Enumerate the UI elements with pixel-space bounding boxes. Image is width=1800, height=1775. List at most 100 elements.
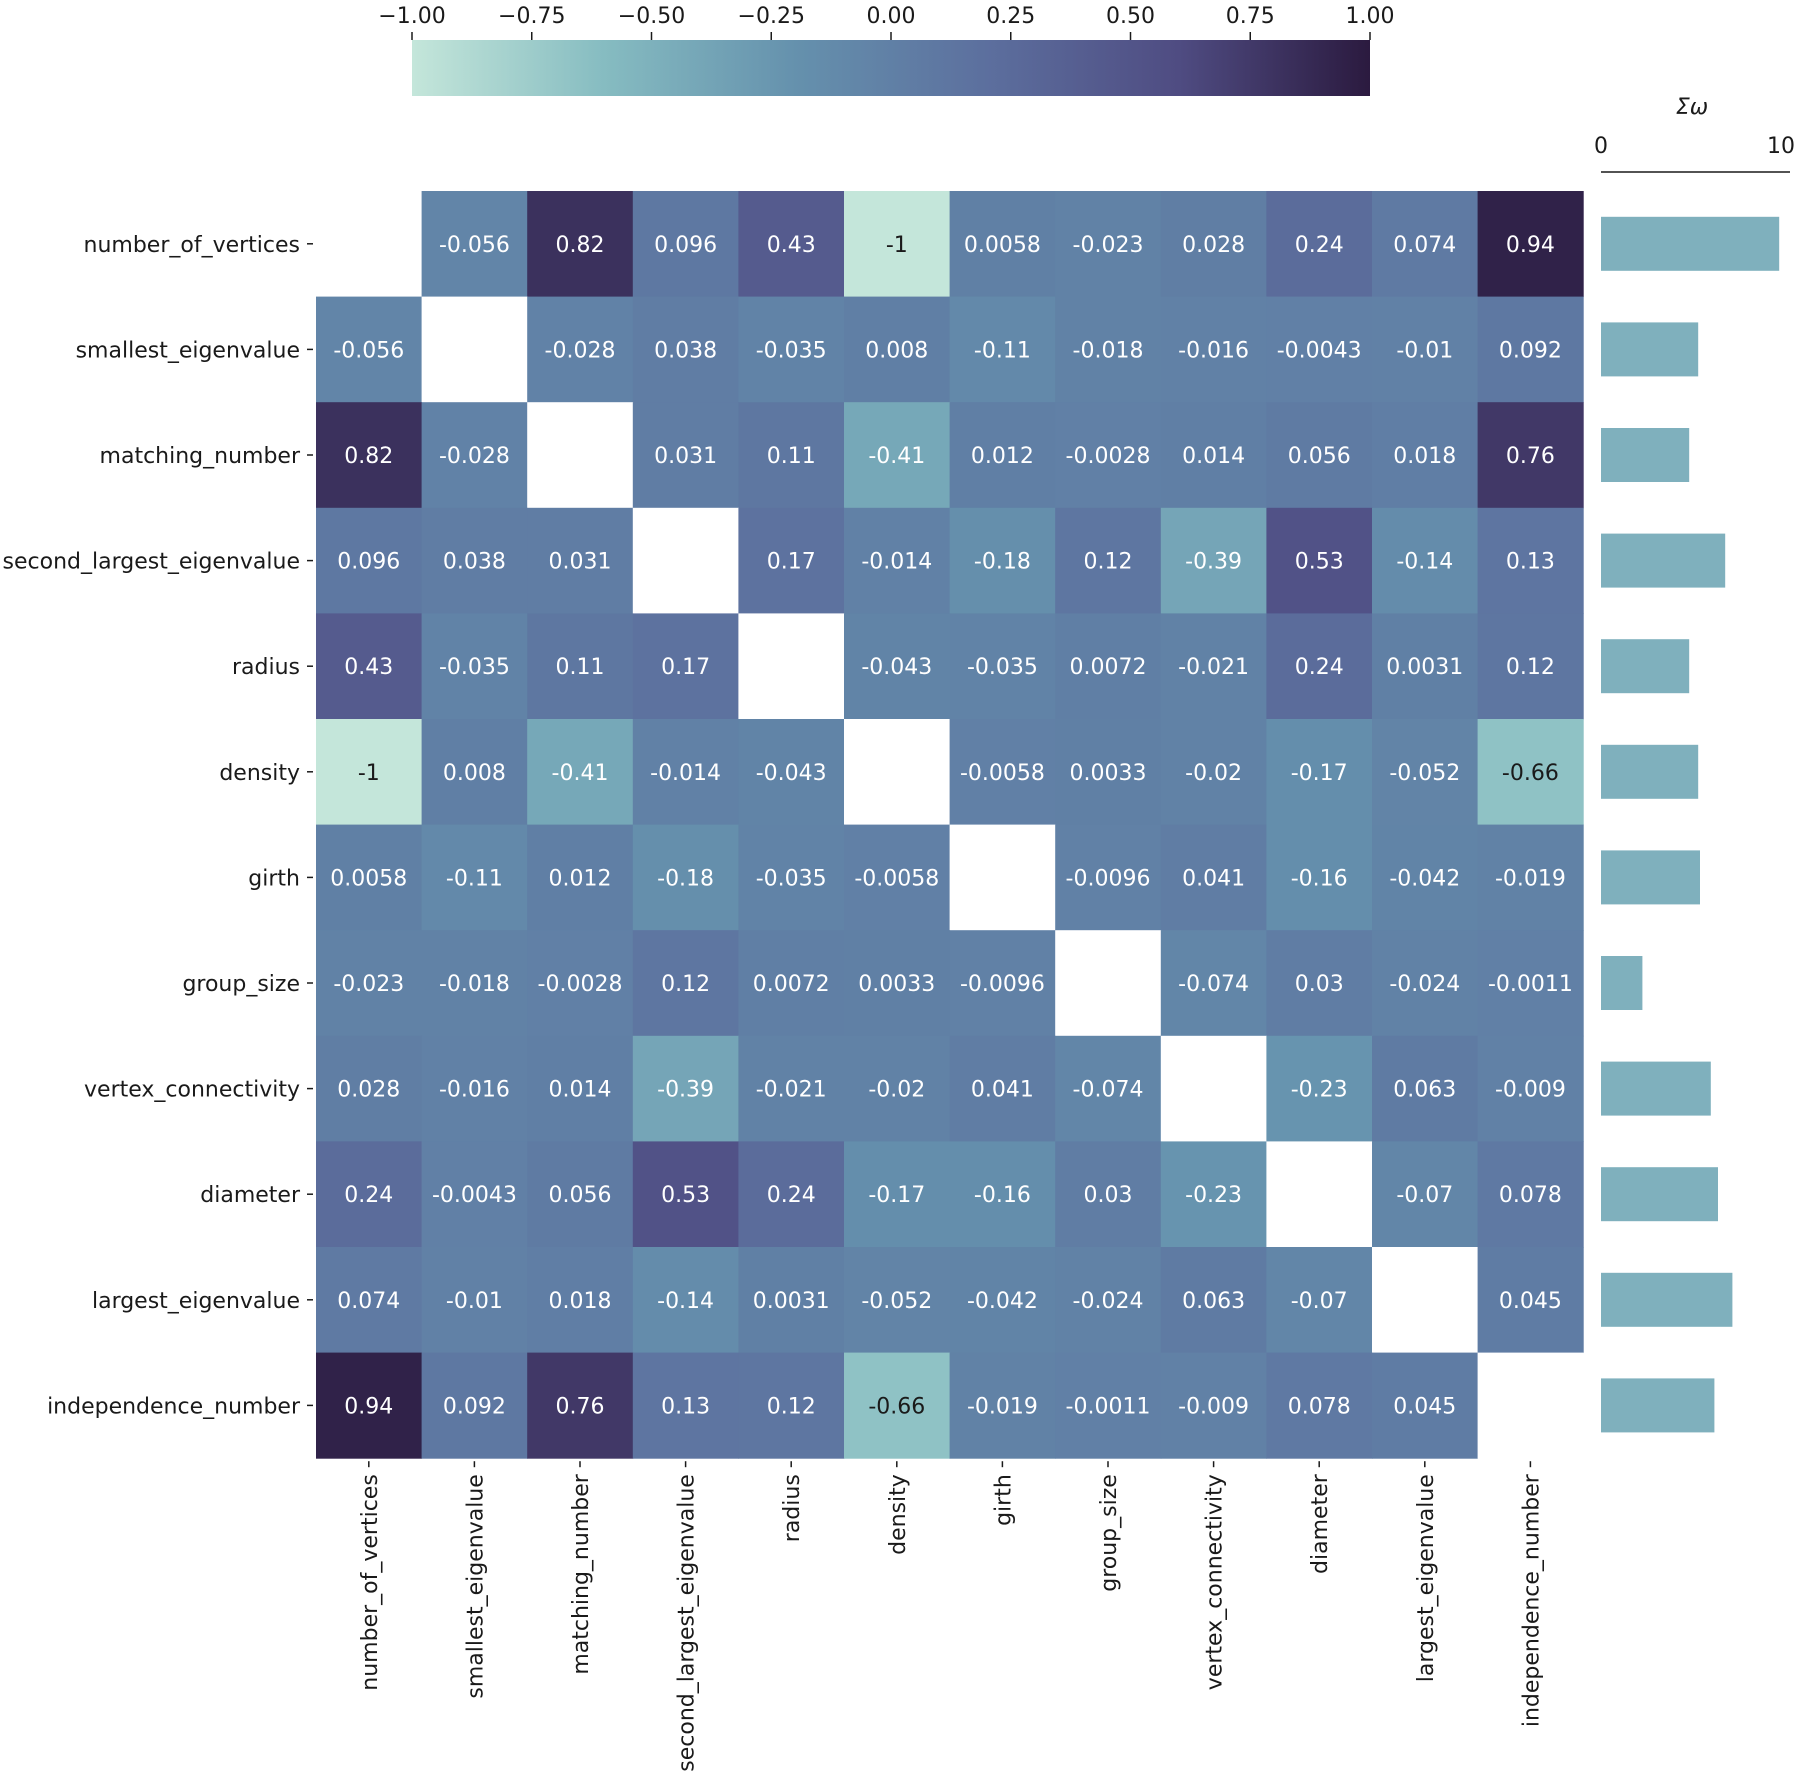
x-axis-labels: number_of_vertices smallest_eigenvalue mat… bbox=[358, 1461, 1544, 1772]
heatmap-cell-value: 0.43 bbox=[344, 655, 393, 680]
heatmap-cell-value: 0.11 bbox=[556, 655, 605, 680]
colorbar-tick-label: 0.75 bbox=[1226, 4, 1275, 29]
heatmap-cell-value: 0.82 bbox=[556, 233, 605, 258]
heatmap-cell-value: 0.014 bbox=[1182, 444, 1245, 469]
heatmap-cell bbox=[527, 1141, 634, 1248]
heatmap-cell bbox=[421, 613, 528, 720]
colorbar-tick-label: 1.00 bbox=[1346, 4, 1395, 29]
heatmap-cell-value: -0.043 bbox=[756, 761, 827, 786]
heatmap-cell-value: -0.0011 bbox=[1488, 972, 1573, 997]
heatmap-cell-value: 0.028 bbox=[337, 1078, 400, 1103]
heatmap-cell-value: -0.074 bbox=[1073, 1078, 1144, 1103]
correlation-heatmap: -0.056 0.82 0.096 0.43 -1 0.0058 -0.023 0.028 0.… bbox=[3, 191, 1584, 1772]
heatmap-cell bbox=[421, 402, 528, 509]
x-label-second-largest-eigenvalue: second_largest_eigenvalue bbox=[675, 1474, 700, 1771]
heatmap-cell bbox=[527, 1352, 634, 1459]
heatmap-cell bbox=[1372, 191, 1479, 298]
bar-chart-tick-label: 10 bbox=[1767, 134, 1795, 159]
heatmap-cell bbox=[1160, 1141, 1267, 1248]
heatmap-cell bbox=[316, 1035, 423, 1142]
heatmap-cell-value: 0.008 bbox=[443, 761, 506, 786]
heatmap-cell bbox=[1266, 402, 1373, 509]
heatmap-cell bbox=[844, 402, 951, 509]
y-label-independence-number: independence_number bbox=[47, 1394, 301, 1419]
heatmap-cell bbox=[1160, 719, 1267, 826]
heatmap-cell-value: 0.24 bbox=[344, 1183, 393, 1208]
heatmap-cell-value: 0.94 bbox=[1506, 233, 1555, 258]
heatmap-cell-value: 0.12 bbox=[1506, 655, 1555, 680]
colorbar-ticks: −1.00 −0.75 −0.50 −0.25 0.00 0.25 0.50 0.75 1.00 bbox=[378, 4, 1394, 40]
heatmap-cell-value: -0.024 bbox=[1073, 1289, 1144, 1314]
heatmap-cell bbox=[1372, 930, 1479, 1037]
heatmap-cell-value: 0.0072 bbox=[1070, 655, 1147, 680]
heatmap-cell bbox=[949, 1141, 1056, 1248]
heatmap-cell-value: -0.17 bbox=[868, 1183, 925, 1208]
colorbar-tick-label: −1.00 bbox=[378, 4, 445, 29]
heatmap-cell-value: -0.23 bbox=[1185, 1183, 1242, 1208]
heatmap-cell-value: -0.021 bbox=[756, 1078, 827, 1103]
heatmap-cell-value: -0.018 bbox=[1073, 338, 1144, 363]
heatmap-cell-value: -0.028 bbox=[439, 444, 510, 469]
x-label-number-of-vertices: number_of_vertices bbox=[358, 1474, 383, 1691]
heatmap-cell bbox=[632, 191, 739, 298]
heatmap-cell-value: 0.24 bbox=[767, 1183, 816, 1208]
heatmap-cell-value: -0.18 bbox=[974, 550, 1031, 575]
heatmap-cell bbox=[1266, 296, 1373, 403]
heatmap-cell-value: -0.39 bbox=[1185, 550, 1242, 575]
heatmap-cell bbox=[632, 1247, 739, 1354]
y-axis-labels: number_of_vertices smallest_eigenvaluemat… bbox=[3, 233, 313, 1419]
heatmap-cell-masked bbox=[316, 191, 423, 298]
heatmap-cell-value: 0.03 bbox=[1295, 972, 1344, 997]
heatmap-cell bbox=[949, 719, 1056, 826]
y-label-diameter: diameter bbox=[200, 1183, 301, 1208]
heatmap-cell-value: -0.41 bbox=[552, 761, 609, 786]
x-label-girth: girth bbox=[991, 1474, 1016, 1526]
heatmap-cell bbox=[949, 1247, 1056, 1354]
colorbar-tick-label: 0.25 bbox=[986, 4, 1035, 29]
heatmap-cell-value: 0.031 bbox=[654, 444, 717, 469]
heatmap-cell-value: -0.0043 bbox=[432, 1183, 517, 1208]
heatmap-cell bbox=[632, 1141, 739, 1248]
heatmap-cell bbox=[421, 930, 528, 1037]
heatmap-cell-value: 0.096 bbox=[337, 550, 400, 575]
heatmap-cell bbox=[1477, 507, 1584, 614]
heatmap-cell bbox=[738, 191, 845, 298]
heatmap-cell-value: -1 bbox=[886, 233, 908, 258]
heatmap-cell bbox=[1477, 402, 1584, 509]
heatmap-cell-value: -0.014 bbox=[861, 550, 932, 575]
heatmap-cell bbox=[1160, 191, 1267, 298]
heatmap-cell bbox=[527, 824, 634, 931]
heatmap-cell-value: -0.0096 bbox=[1066, 866, 1151, 891]
heatmap-cell bbox=[844, 191, 951, 298]
heatmap-cell bbox=[1160, 296, 1267, 403]
heatmap-cell bbox=[421, 1352, 528, 1459]
heatmap-cell-value: -0.0058 bbox=[960, 761, 1045, 786]
heatmap-cell-value: 0.13 bbox=[1506, 550, 1555, 575]
heatmap-cell-value: -0.66 bbox=[1502, 761, 1559, 786]
heatmap-cell-masked bbox=[1477, 1352, 1584, 1459]
heatmap-cell bbox=[527, 613, 634, 720]
heatmap-cell-value: -0.39 bbox=[657, 1078, 714, 1103]
bar-number-of-vertices bbox=[1601, 216, 1780, 271]
heatmap-cell bbox=[1055, 402, 1162, 509]
heatmap-cell-value: 0.056 bbox=[1288, 444, 1351, 469]
heatmap-cell bbox=[738, 930, 845, 1037]
heatmap-cell bbox=[1372, 824, 1479, 931]
heatmap-cell bbox=[1372, 296, 1479, 403]
x-label-vertex-connectivity: vertex_connectivity bbox=[1203, 1474, 1228, 1690]
heatmap-cell-value: -0.16 bbox=[974, 1183, 1031, 1208]
heatmap-cell-value: 0.038 bbox=[443, 550, 506, 575]
heatmap-cell-value: -0.0028 bbox=[538, 972, 623, 997]
heatmap-cell bbox=[1055, 613, 1162, 720]
heatmap-cell-value: -0.11 bbox=[446, 866, 503, 891]
bar-group-size bbox=[1601, 956, 1643, 1010]
y-label-vertex-connectivity: vertex_connectivity bbox=[84, 1078, 300, 1103]
heatmap-cell-value: 0.074 bbox=[337, 1289, 400, 1314]
heatmap-cell bbox=[1477, 613, 1584, 720]
heatmap-cell bbox=[1160, 402, 1267, 509]
heatmap-cell bbox=[738, 1141, 845, 1248]
heatmap-cell-value: 0.0072 bbox=[753, 972, 830, 997]
heatmap-cell bbox=[1266, 1035, 1373, 1142]
heatmap-cell-value: 0.76 bbox=[1506, 444, 1555, 469]
heatmap-cell bbox=[949, 191, 1056, 298]
